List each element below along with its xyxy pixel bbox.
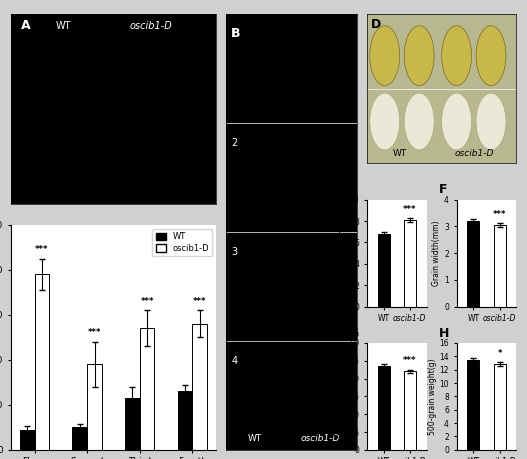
Text: D: D (371, 18, 382, 31)
Ellipse shape (442, 93, 472, 150)
Text: ***: *** (493, 210, 506, 218)
Y-axis label: Grain width(mm): Grain width(mm) (432, 220, 441, 286)
Bar (378, 234, 389, 307)
Text: WT: WT (56, 21, 71, 31)
Y-axis label: Grain thickness(mm): Grain thickness(mm) (335, 356, 344, 437)
Text: ***: *** (88, 328, 101, 337)
Text: 3: 3 (231, 247, 238, 257)
Text: oscib1-D: oscib1-D (301, 434, 340, 443)
Ellipse shape (370, 26, 399, 85)
Bar (20, 430, 35, 450)
Ellipse shape (442, 26, 472, 85)
Text: A: A (21, 19, 31, 32)
Bar (140, 328, 154, 450)
Bar (467, 360, 480, 450)
Bar (178, 392, 192, 450)
Y-axis label: Grain length(mm): Grain length(mm) (338, 219, 347, 287)
Text: B: B (231, 27, 241, 40)
Bar (192, 324, 207, 450)
Y-axis label: 500-grain weight(g): 500-grain weight(g) (427, 358, 436, 435)
Bar (35, 274, 50, 450)
Ellipse shape (370, 93, 399, 150)
Bar (494, 364, 505, 450)
Bar (404, 371, 416, 450)
Text: F: F (438, 183, 447, 196)
Text: H: H (438, 326, 449, 340)
Text: ***: *** (403, 356, 416, 365)
Text: ***: *** (403, 205, 416, 214)
Bar (378, 366, 389, 450)
Bar (125, 398, 140, 450)
Bar (87, 364, 102, 450)
Text: ***: *** (35, 245, 48, 254)
Bar (404, 220, 416, 307)
Ellipse shape (404, 26, 434, 85)
Text: G: G (349, 326, 359, 340)
Text: WT: WT (248, 434, 262, 443)
Text: 1: 1 (231, 29, 238, 39)
Text: ***: *** (193, 297, 207, 306)
Text: oscib1-D: oscib1-D (130, 21, 173, 31)
Text: 4: 4 (231, 356, 238, 366)
Ellipse shape (476, 93, 506, 150)
Text: *: * (497, 349, 502, 358)
Text: WT: WT (393, 149, 407, 158)
Ellipse shape (476, 26, 506, 85)
Text: 2: 2 (231, 138, 238, 148)
Text: ***: *** (140, 297, 154, 306)
Bar (494, 225, 505, 307)
Legend: WT, oscib1-D: WT, oscib1-D (152, 229, 212, 256)
Bar (467, 221, 480, 307)
Ellipse shape (404, 93, 434, 150)
Bar (72, 427, 87, 450)
Text: oscib1-D: oscib1-D (455, 149, 494, 158)
Text: E: E (349, 183, 357, 196)
